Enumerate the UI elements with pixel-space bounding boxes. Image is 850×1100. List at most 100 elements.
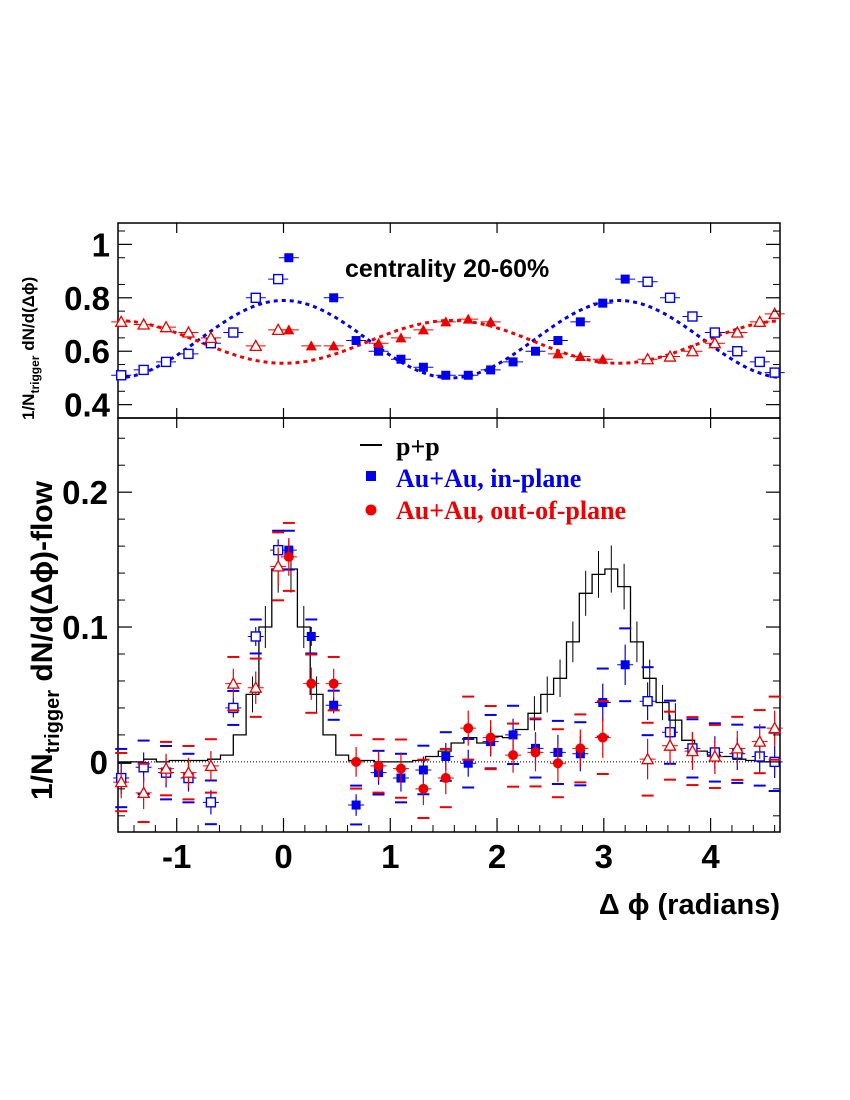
bottom-xtick-label: 3 <box>595 838 613 875</box>
bottom-panel-frame <box>117 417 781 833</box>
bottom-point <box>205 797 217 808</box>
top-panel: 1 0.8 0.6 0.4 centrality 20-60% 1/Ntrigger … <box>19 222 785 424</box>
top-point <box>685 344 700 357</box>
top-point <box>664 292 676 303</box>
top-point <box>181 325 196 338</box>
top-point <box>395 332 407 343</box>
bottom-point <box>159 761 173 774</box>
bottom-point <box>204 759 218 772</box>
bottom-point <box>329 700 339 710</box>
top-point <box>271 323 285 335</box>
top-point <box>769 367 780 378</box>
bottom-y-ticks: 0.2 0.1 0 <box>62 437 780 817</box>
top-point <box>620 274 630 284</box>
top-point <box>250 292 261 303</box>
legend-marker-inplane <box>366 471 376 481</box>
bottom-point <box>351 800 361 810</box>
top-point <box>597 353 609 364</box>
bottom-point <box>351 756 362 767</box>
top-point <box>754 356 765 368</box>
bottom-point <box>418 783 429 794</box>
top-point <box>641 352 655 365</box>
top-x-ticks <box>176 223 712 418</box>
top-point <box>228 327 239 338</box>
flow-curve-outplane <box>117 319 781 365</box>
legend-label-outplane: Au+Au, out-of-plane <box>396 496 626 525</box>
bottom-point <box>441 751 451 761</box>
top-point <box>709 327 721 338</box>
top-point <box>663 349 677 362</box>
bottom-xtick-label: -1 <box>162 838 191 875</box>
bottom-point <box>418 765 428 775</box>
bottom-point <box>768 721 782 734</box>
bottom-y-axis-label: 1/Ntrigger dN/d(Δϕ)-flow <box>26 480 64 800</box>
top-point <box>417 324 429 335</box>
bottom-point <box>463 758 473 768</box>
top-ytick-label: 0.4 <box>64 387 111 424</box>
bottom-point <box>440 773 451 784</box>
bottom-xtick-label: 1 <box>381 838 399 875</box>
top-point <box>642 276 653 287</box>
top-point <box>160 356 172 368</box>
top-point <box>373 337 385 348</box>
bottom-point <box>137 786 151 799</box>
top-point <box>552 348 564 359</box>
top-point <box>598 298 608 308</box>
bottom-point <box>249 680 263 693</box>
bottom-point <box>328 678 339 689</box>
top-point <box>116 370 127 381</box>
top-point <box>440 316 452 327</box>
bottom-ytick-label: 0.1 <box>62 609 108 646</box>
top-point <box>687 311 698 322</box>
bottom-point <box>250 631 261 642</box>
top-point <box>508 357 518 367</box>
legend-label-inplane: Au+Au, in-plane <box>396 464 581 493</box>
bottom-point <box>575 743 586 754</box>
top-ytick-label: 0.6 <box>64 333 110 370</box>
top-panel-title: centrality 20-60% <box>345 255 549 283</box>
bottom-point <box>508 730 518 740</box>
bottom-point <box>283 551 294 562</box>
top-y-axis-label: 1/Ntrigger dN/d(Δϕ) <box>19 277 42 420</box>
top-point <box>753 314 767 327</box>
top-point <box>114 314 128 327</box>
bottom-point <box>306 631 316 641</box>
top-point <box>272 273 284 285</box>
bottom-point <box>730 741 744 754</box>
bottom-data-points <box>113 521 783 826</box>
top-point <box>462 313 474 324</box>
top-point <box>249 339 263 352</box>
bottom-point <box>530 747 541 758</box>
bottom-point <box>181 765 196 778</box>
bottom-ytick-label: 0 <box>90 744 108 781</box>
top-point <box>396 354 406 364</box>
legend: p+p Au+Au, in-plane Au+Au, out-of-plane <box>360 432 626 525</box>
top-point <box>138 364 149 376</box>
top-data-points <box>111 253 785 381</box>
top-point <box>441 370 451 380</box>
bottom-point <box>708 749 722 762</box>
top-point <box>137 317 151 330</box>
top-point <box>305 340 317 351</box>
top-point <box>708 336 722 349</box>
top-point <box>574 351 586 362</box>
bottom-point <box>485 732 496 743</box>
x-axis-label: Δ ϕ (radians) <box>599 889 780 921</box>
legend-label-pp: p+p <box>396 432 440 461</box>
bottom-point <box>508 750 519 761</box>
bottom-panel: 0.2 0.1 0 -1 0 1 2 3 4 p+p Au+Au, in-plane Au+A… <box>26 417 783 921</box>
bottom-point <box>685 744 700 757</box>
bottom-point <box>552 758 563 769</box>
legend-marker-outplane <box>365 504 377 516</box>
pp-step-line <box>118 568 780 764</box>
bottom-ytick-label: 0.2 <box>62 474 108 511</box>
bottom-point <box>620 660 630 670</box>
bottom-point <box>663 738 677 751</box>
bottom-x-ticks: -1 0 1 2 3 4 <box>133 418 776 875</box>
top-point <box>768 306 782 319</box>
top-point <box>183 348 194 360</box>
bottom-point <box>373 760 384 771</box>
top-ytick-label: 0.8 <box>64 280 110 317</box>
bottom-point <box>271 559 285 572</box>
